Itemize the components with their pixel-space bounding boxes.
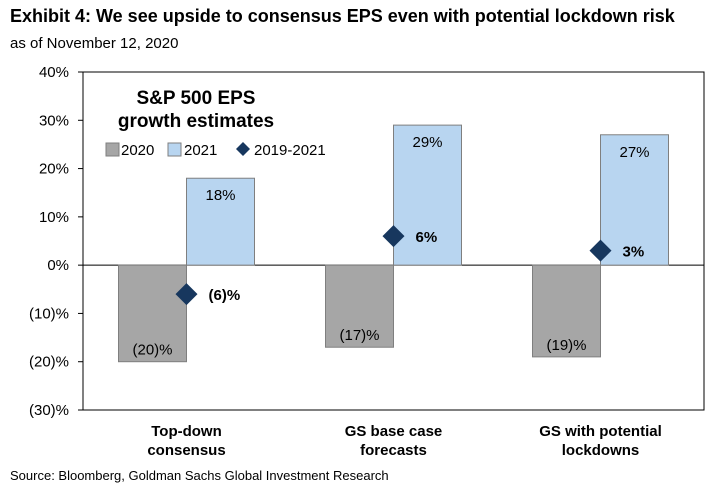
y-tick-label: (10)% xyxy=(29,305,69,322)
data-label-2020: (19)% xyxy=(546,337,586,354)
legend-label-2020: 2020 xyxy=(121,142,154,159)
bar-2021 xyxy=(600,134,669,266)
y-tick-label: 30% xyxy=(39,112,69,129)
legend-label-2019-2021: 2019-2021 xyxy=(254,142,326,159)
bar-2021 xyxy=(186,177,255,266)
data-label-2021: 18% xyxy=(205,187,235,204)
data-label-2019-2021: 3% xyxy=(623,244,645,261)
exhibit-title: Exhibit 4: We see upside to consensus EP… xyxy=(10,6,675,26)
marker-2019-2021 xyxy=(382,225,405,248)
data-label-2020: (20)% xyxy=(132,342,172,359)
y-tick-label: 20% xyxy=(39,161,69,178)
data-label-2020: (17)% xyxy=(339,327,379,344)
x-category-label: Top-down xyxy=(151,423,222,440)
y-tick-label: (20)% xyxy=(29,354,69,371)
bar-2020 xyxy=(325,264,394,348)
x-category-label: consensus xyxy=(147,442,225,459)
marker-2019-2021 xyxy=(589,239,612,262)
y-tick-label: 10% xyxy=(39,209,69,226)
data-label-2019-2021: (6)% xyxy=(209,287,241,304)
y-tick-label: 0% xyxy=(47,257,69,274)
bar-2020 xyxy=(532,264,601,358)
x-category-label: forecasts xyxy=(360,442,427,459)
y-tick-label: (30)% xyxy=(29,402,69,419)
x-category-label: GS with potential xyxy=(539,423,662,440)
chart-title: growth estimates xyxy=(118,111,274,132)
plot-area-border xyxy=(82,71,705,411)
marker-2019-2021 xyxy=(175,283,198,306)
data-label-2019-2021: 6% xyxy=(416,229,438,246)
y-tick-label: 40% xyxy=(39,64,69,81)
legend-swatch-2021 xyxy=(167,142,182,157)
data-label-2021: 29% xyxy=(412,134,442,151)
chart-title: S&P 500 EPS xyxy=(136,88,255,109)
x-category-label: GS base case xyxy=(345,423,443,440)
data-label-2021: 27% xyxy=(619,144,649,161)
legend-marker-2019-2021 xyxy=(236,142,250,156)
exhibit-subtitle: as of November 12, 2020 xyxy=(10,35,179,52)
bar-2020 xyxy=(118,264,187,363)
bar-2021 xyxy=(393,124,462,266)
source-note: Source: Bloomberg, Goldman Sachs Global … xyxy=(10,468,389,483)
x-category-label: lockdowns xyxy=(562,442,640,459)
legend-swatch-2020 xyxy=(105,142,120,157)
legend-label-2021: 2021 xyxy=(184,142,217,159)
